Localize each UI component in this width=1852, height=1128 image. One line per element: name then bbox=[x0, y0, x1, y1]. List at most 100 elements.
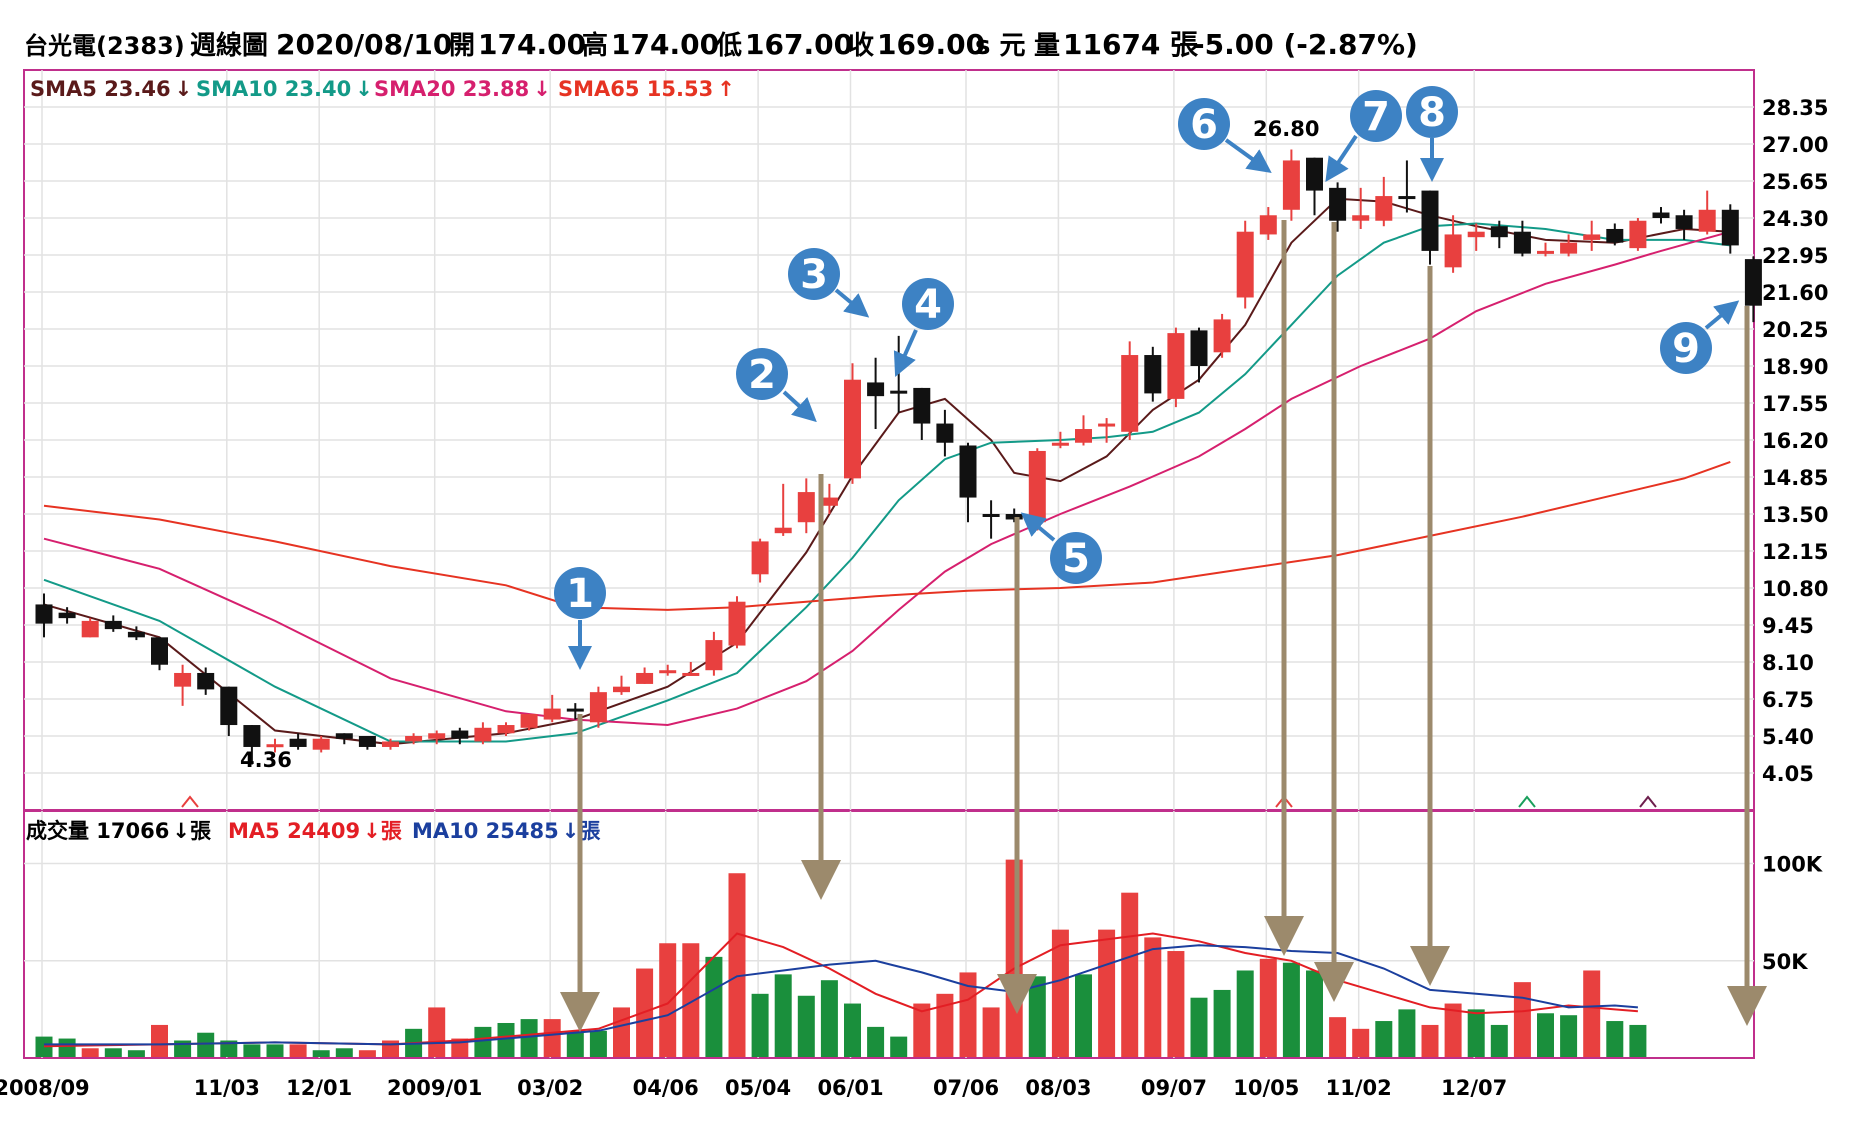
candle-body bbox=[1259, 215, 1277, 235]
volume-bar bbox=[797, 995, 815, 1057]
volume-bar bbox=[1329, 1017, 1347, 1057]
price-tick-label: 27.00 bbox=[1762, 133, 1828, 157]
candle bbox=[151, 637, 168, 671]
quote-date: 2020/08/10 bbox=[276, 28, 452, 61]
price-tick-label: 22.95 bbox=[1762, 244, 1828, 268]
legend-sma5: SMA5 23.46 ↓ bbox=[30, 77, 192, 101]
legend-sma10-arrow: ↓ bbox=[355, 77, 373, 101]
marker-3-label: 3 bbox=[800, 252, 828, 298]
candle bbox=[589, 686, 607, 728]
price-change: -5.00 (-2.87%) bbox=[1193, 28, 1418, 61]
price-tick-label: 13.50 bbox=[1762, 503, 1828, 527]
price-tick-label: 28.35 bbox=[1762, 96, 1828, 120]
x-tick-label: 2008/09 bbox=[0, 1076, 90, 1100]
candle-body bbox=[1721, 209, 1739, 246]
candle-body bbox=[243, 725, 261, 747]
price-tick-label: 4.05 bbox=[1762, 762, 1814, 786]
candle-body bbox=[1098, 423, 1116, 427]
x-tick-label: 08/03 bbox=[1025, 1076, 1091, 1100]
volume-bar bbox=[1190, 997, 1208, 1057]
candle-body bbox=[1144, 355, 1162, 394]
volume-bar bbox=[1490, 1024, 1508, 1057]
candle bbox=[1421, 190, 1439, 265]
candle bbox=[127, 626, 145, 641]
legend-sma65-value: SMA65 15.53 bbox=[558, 77, 713, 101]
low-point-label: 4.36 bbox=[240, 748, 292, 772]
candle bbox=[936, 409, 954, 457]
green-triangle-marker bbox=[1518, 795, 1536, 808]
marker-5-label: 5 bbox=[1062, 536, 1090, 582]
candle-body bbox=[58, 612, 76, 619]
legend-sma5-arrow: ↓ bbox=[175, 77, 193, 101]
low-label: 低 bbox=[715, 31, 742, 61]
marker-3: 3 bbox=[788, 248, 870, 318]
volume-bar bbox=[81, 1048, 99, 1057]
candle-body bbox=[705, 640, 723, 671]
candle bbox=[1698, 190, 1716, 235]
candle-body bbox=[1513, 231, 1531, 254]
volume-bar bbox=[751, 993, 769, 1057]
price-tick-label: 16.20 bbox=[1762, 429, 1828, 453]
candle bbox=[1513, 220, 1531, 257]
legend-ma10: MA10 25485 ↓張 bbox=[412, 819, 601, 843]
candle-body bbox=[797, 492, 815, 523]
candle-body bbox=[451, 730, 469, 739]
candle-body bbox=[1629, 220, 1647, 249]
candle bbox=[243, 725, 261, 765]
candle-body bbox=[474, 727, 492, 742]
x-tick-label: 09/07 bbox=[1141, 1076, 1207, 1100]
volume-bar bbox=[58, 1038, 76, 1057]
candle bbox=[335, 733, 353, 745]
candle-body bbox=[1398, 196, 1416, 200]
close-value: 169.00 bbox=[877, 28, 985, 61]
candle-body bbox=[1606, 228, 1624, 243]
volume-bar bbox=[890, 1036, 908, 1057]
volume-bar bbox=[1583, 970, 1601, 1057]
candle bbox=[982, 500, 1000, 539]
legend-ma10-value: MA10 25485 bbox=[412, 819, 559, 843]
legend-ma5: MA5 24409 ↓張 bbox=[228, 819, 403, 843]
volume-bar bbox=[1051, 929, 1069, 1057]
candle bbox=[1282, 149, 1300, 221]
volume-bar bbox=[1075, 974, 1092, 1057]
legend-volume-value: 成交量 17066 bbox=[26, 819, 169, 843]
period-label: 週線圖 bbox=[190, 30, 268, 61]
candle-body bbox=[820, 497, 838, 506]
legend-sma65-arrow: ↑ bbox=[717, 77, 735, 101]
candle-body bbox=[1352, 215, 1370, 221]
candle-body bbox=[589, 692, 607, 723]
candle bbox=[289, 733, 307, 750]
legend-ma10-arrow: ↓ bbox=[562, 819, 580, 843]
candle-body bbox=[913, 387, 931, 424]
volume-bar bbox=[774, 974, 792, 1057]
volume-bar bbox=[151, 1024, 168, 1057]
volume-bar bbox=[428, 1007, 446, 1057]
volume-bar bbox=[104, 1048, 122, 1057]
volume-bar bbox=[1629, 1024, 1647, 1057]
volume-bar bbox=[543, 1019, 561, 1057]
annotation-arrows bbox=[560, 220, 1767, 1032]
volume-bar bbox=[220, 1040, 238, 1057]
volume-bar bbox=[1005, 859, 1023, 1057]
legend-volume-arrow: ↓ bbox=[172, 819, 190, 843]
volume-bar bbox=[1236, 970, 1254, 1057]
x-tick-label: 05/04 bbox=[725, 1076, 791, 1100]
high-label: 高 bbox=[582, 30, 608, 61]
volume-bar bbox=[844, 1003, 861, 1057]
stock-name: 台光電(2383) bbox=[24, 32, 185, 60]
candle-body bbox=[1236, 231, 1254, 298]
price-tick-label: 9.45 bbox=[1762, 614, 1814, 638]
marker-2-label: 2 bbox=[748, 352, 776, 398]
candle bbox=[913, 387, 931, 440]
marker-8: 8 bbox=[1406, 86, 1458, 182]
marker-6: 6 bbox=[1178, 98, 1272, 174]
legend-ma5-value: MA5 24409 bbox=[228, 819, 360, 843]
candle bbox=[1537, 242, 1554, 257]
candle-body bbox=[1375, 196, 1393, 221]
candle bbox=[728, 596, 746, 649]
price-tick-label: 6.75 bbox=[1762, 688, 1814, 712]
candle bbox=[358, 736, 376, 750]
candle-body bbox=[1282, 160, 1300, 210]
price-tick-label: 24.30 bbox=[1762, 207, 1828, 231]
